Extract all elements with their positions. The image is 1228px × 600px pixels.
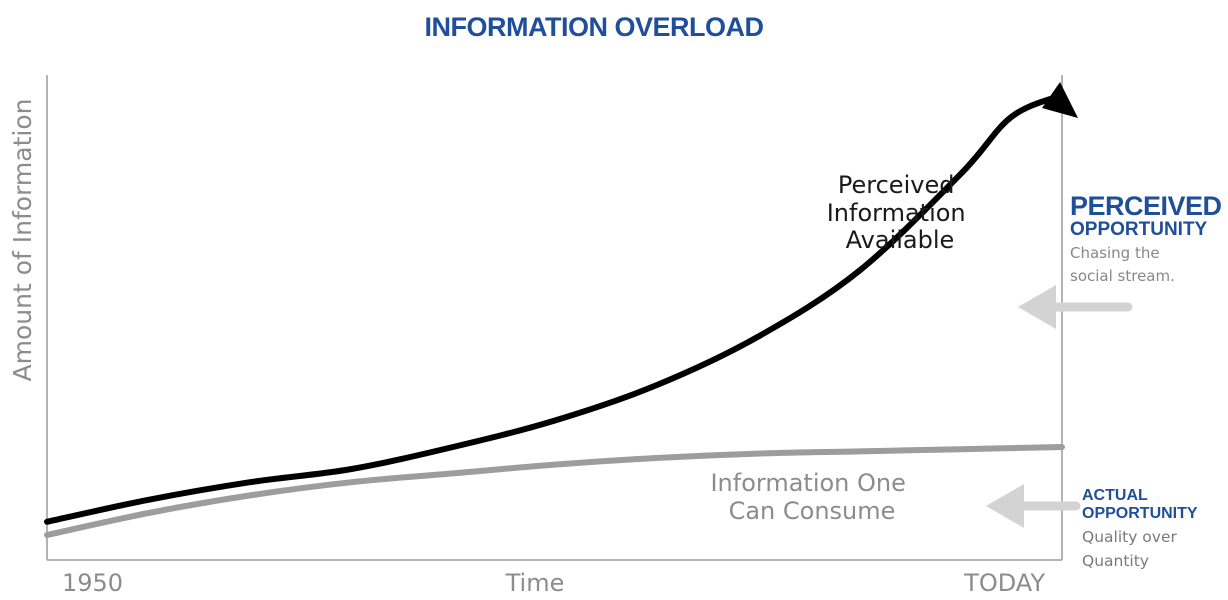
series-label-consume-line-1: Information One [710,469,905,497]
chart-title: INFORMATION OVERLOAD [424,12,764,42]
series-line-perceived-information-available [44,92,1065,525]
x-tick-label-end: TODAY [963,569,1045,597]
perceived-callout-title: PERCEIVED [1070,191,1222,221]
series-label-perceived: Perceived Information Available [827,171,974,254]
y-axis-label: Amount of Information [8,99,37,382]
perceived-callout-note-line-1: Chasing the [1070,244,1160,262]
perceived-arrowhead-icon [1042,82,1078,118]
series-label-consume-line-2: Can Consume [729,497,896,525]
series-label-perceived-line-2: Information [827,199,966,227]
actual-pointer-arrow-icon [986,484,1081,528]
actual-callout-note: Quality over Quantity [1082,525,1228,573]
series-line-information-one-can-consume [44,444,1065,538]
perceived-callout-subtitle: OPPORTUNITY [1070,219,1208,240]
x-axis-label: Time [505,569,565,597]
perceived-pointer-arrow-icon [1018,285,1133,329]
actual-callout-title: ACTUAL [1082,487,1148,504]
series-label-perceived-line-3: Available [846,226,955,254]
actual-callout-subtitle: OPPORTUNITY [1082,505,1198,522]
actual-callout-note-line-1: Quality over [1082,528,1177,546]
perceived-opportunity-callout: PERCEIVED OPPORTUNITY Chasing the social… [1070,192,1228,288]
x-tick-label-start: 1950 [62,569,123,597]
perceived-callout-note: Chasing the social stream. [1070,242,1228,288]
actual-opportunity-callout: ACTUAL OPPORTUNITY Quality over Quantity [1082,487,1228,573]
perceived-callout-note-line-2: social stream. [1070,267,1175,285]
series-label-consume: Information One Can Consume [710,469,913,525]
actual-callout-note-line-2: Quantity [1082,552,1149,570]
series-label-perceived-line-1: Perceived [838,171,955,199]
